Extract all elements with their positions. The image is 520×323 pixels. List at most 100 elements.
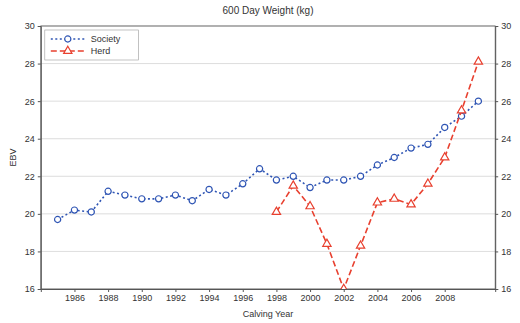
legend-label: Herd <box>91 46 111 56</box>
series-marker <box>407 200 415 207</box>
y-axis-tick-label: 22 <box>25 172 35 182</box>
y-axis-tick: 26 <box>25 97 41 107</box>
series-marker <box>341 177 347 183</box>
series-marker <box>55 216 61 222</box>
x-axis-tick: 2008 <box>435 289 455 303</box>
x-axis-tick-mark <box>142 289 143 292</box>
x-axis-tick-mark <box>377 289 378 292</box>
series-marker <box>88 209 94 215</box>
series-line <box>276 62 478 289</box>
series-marker <box>139 196 145 202</box>
x-axis: 1986198819901992199419961998200020022004… <box>41 289 495 303</box>
x-axis-tick: 1986 <box>65 289 85 303</box>
y-axis-tick-mark <box>38 176 41 177</box>
y-axis-tick-mark <box>38 101 41 102</box>
series-marker <box>442 124 448 130</box>
series-marker <box>272 207 280 214</box>
series-marker <box>156 196 162 202</box>
y-axis-tick-label: 28 <box>25 59 35 69</box>
x-axis-tick-label: 1988 <box>99 293 119 303</box>
series-marker <box>240 181 246 187</box>
grid-line <box>41 251 495 252</box>
y2-axis-tick-mark <box>495 289 498 290</box>
series-marker <box>306 202 314 209</box>
x-axis-title: Calving Year <box>243 309 294 319</box>
x-axis-tick: 2004 <box>368 289 388 303</box>
series-marker <box>189 198 195 204</box>
x-axis-tick-mark <box>108 289 109 292</box>
series-marker <box>475 98 481 104</box>
series-marker <box>289 181 297 188</box>
y-axis-tick-label: 18 <box>25 247 35 257</box>
x-axis-tick-label: 1986 <box>65 293 85 303</box>
x-axis-tick: 1996 <box>233 289 253 303</box>
y-axis-line <box>38 27 42 290</box>
series-marker <box>457 106 465 113</box>
series-marker <box>425 141 431 147</box>
y2-axis-tick-mark <box>495 176 498 177</box>
y-axis-tick: 16 <box>25 284 41 294</box>
y-axis-tick-mark <box>38 139 41 140</box>
y-axis-tick-mark <box>38 214 41 215</box>
x-axis-tick-mark <box>74 289 75 292</box>
y2-axis-tick-label: 28 <box>501 59 511 69</box>
series-marker <box>122 192 128 198</box>
y2-axis-tick: 24 <box>495 134 511 144</box>
series-marker <box>374 162 380 168</box>
series-line <box>58 101 479 219</box>
x-axis-tick-mark <box>310 289 311 292</box>
y2-axis-line <box>496 27 499 290</box>
x-axis-tick-label: 2004 <box>368 293 388 303</box>
y2-axis-tick-label: 16 <box>501 284 511 294</box>
series-marker <box>474 57 482 64</box>
x-axis-tick: 2002 <box>334 289 354 303</box>
x-axis-tick: 2006 <box>402 289 422 303</box>
y2-axis-tick-mark <box>495 139 498 140</box>
x-axis-tick-label: 1990 <box>132 293 152 303</box>
x-axis-tick-mark <box>344 289 345 292</box>
x-axis-tick: 1994 <box>200 289 220 303</box>
legend-marker <box>64 46 72 53</box>
grid-line <box>41 213 495 214</box>
y2-axis-tick: 30 <box>495 21 511 31</box>
chart: 1986198819901992199419961998200020022004… <box>0 0 520 323</box>
series-marker <box>206 186 212 192</box>
x-axis-tick-label: 2008 <box>435 293 455 303</box>
x-axis-tick: 1988 <box>99 289 119 303</box>
y2-axis-tick-label: 26 <box>501 97 511 107</box>
series-marker <box>424 179 432 186</box>
y-axis-tick: 20 <box>25 209 41 219</box>
y2-axis-tick-mark <box>495 101 498 102</box>
x-axis-tick: 1992 <box>166 289 186 303</box>
series-marker <box>441 153 449 160</box>
y2-axis-tick-mark <box>495 251 498 252</box>
y2-axis-tick-label: 18 <box>501 247 511 257</box>
grid-line <box>41 63 495 64</box>
y2-axis-tick-label: 20 <box>501 209 511 219</box>
y2-axis-tick: 22 <box>495 172 511 182</box>
y-axis-tick-label: 20 <box>25 209 35 219</box>
y-axis-tick-mark <box>38 64 41 65</box>
plot-frame <box>41 26 495 289</box>
grid-line <box>41 101 495 102</box>
legend: SocietyHerd <box>45 30 139 60</box>
grid <box>41 26 495 289</box>
series-marker <box>105 188 111 194</box>
y-axis-tick: 28 <box>25 59 41 69</box>
x-axis-tick-label: 1994 <box>200 293 220 303</box>
y2-axis-tick: 26 <box>495 97 511 107</box>
x-axis-tick-label: 2002 <box>334 293 354 303</box>
series-marker <box>390 194 398 201</box>
x-axis-tick-mark <box>243 289 244 292</box>
y-axis-tick-label: 26 <box>25 97 35 107</box>
series-marker <box>223 192 229 198</box>
series-marker <box>256 166 262 172</box>
plot: 1986198819901992199419961998200020022004… <box>25 21 511 303</box>
y2-axis-tick: 20 <box>495 209 511 219</box>
y-axis-tick-label: 24 <box>25 134 35 144</box>
series-marker <box>408 145 414 151</box>
y2-axis-tick-label: 30 <box>501 21 511 31</box>
grid-line <box>41 176 495 177</box>
x-axis-tick-mark <box>411 289 412 292</box>
y2-axis-tick: 16 <box>495 284 511 294</box>
